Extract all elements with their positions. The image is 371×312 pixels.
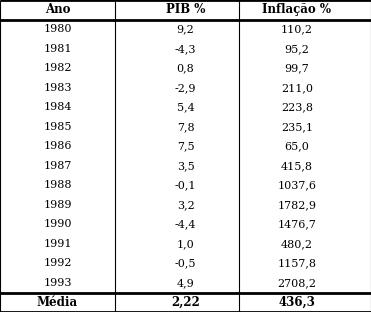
Text: 110,2: 110,2 bbox=[281, 24, 313, 34]
Text: 65,0: 65,0 bbox=[284, 141, 309, 151]
Text: 1988: 1988 bbox=[43, 180, 72, 190]
Text: 99,7: 99,7 bbox=[285, 63, 309, 73]
Text: 7,5: 7,5 bbox=[177, 141, 194, 151]
Text: 235,1: 235,1 bbox=[281, 122, 313, 132]
Text: 3,5: 3,5 bbox=[177, 161, 194, 171]
Text: 415,8: 415,8 bbox=[281, 161, 313, 171]
Text: 1980: 1980 bbox=[43, 24, 72, 34]
Text: PIB %: PIB % bbox=[166, 3, 205, 16]
Text: 1985: 1985 bbox=[43, 122, 72, 132]
Text: 223,8: 223,8 bbox=[281, 102, 313, 112]
Text: 1157,8: 1157,8 bbox=[277, 258, 316, 268]
Text: 1991: 1991 bbox=[43, 239, 72, 249]
Text: 95,2: 95,2 bbox=[284, 44, 309, 54]
Text: 436,3: 436,3 bbox=[278, 296, 315, 309]
Text: 7,8: 7,8 bbox=[177, 122, 194, 132]
Text: 1782,9: 1782,9 bbox=[277, 200, 316, 210]
Text: 1989: 1989 bbox=[43, 200, 72, 210]
Text: 211,0: 211,0 bbox=[281, 83, 313, 93]
Text: 1986: 1986 bbox=[43, 141, 72, 151]
Text: 3,2: 3,2 bbox=[177, 200, 194, 210]
Text: -4,4: -4,4 bbox=[175, 219, 196, 229]
Text: -4,3: -4,3 bbox=[175, 44, 196, 54]
Text: -0,5: -0,5 bbox=[175, 258, 196, 268]
Text: Inflação %: Inflação % bbox=[262, 3, 331, 16]
Text: Média: Média bbox=[37, 296, 78, 309]
Text: 1476,7: 1476,7 bbox=[278, 219, 316, 229]
Text: 1983: 1983 bbox=[43, 83, 72, 93]
Text: 1,0: 1,0 bbox=[177, 239, 194, 249]
Text: 4,9: 4,9 bbox=[177, 278, 194, 288]
Text: 1981: 1981 bbox=[43, 44, 72, 54]
Text: 9,2: 9,2 bbox=[177, 24, 194, 34]
Text: 1984: 1984 bbox=[43, 102, 72, 112]
Text: 1982: 1982 bbox=[43, 63, 72, 73]
Text: -2,9: -2,9 bbox=[175, 83, 196, 93]
Text: 1990: 1990 bbox=[43, 219, 72, 229]
Text: 0,8: 0,8 bbox=[177, 63, 194, 73]
Text: -0,1: -0,1 bbox=[175, 180, 196, 190]
Text: Ano: Ano bbox=[45, 3, 70, 16]
Text: 2708,2: 2708,2 bbox=[277, 278, 316, 288]
Text: 480,2: 480,2 bbox=[281, 239, 313, 249]
Text: 1037,6: 1037,6 bbox=[277, 180, 316, 190]
Text: 1987: 1987 bbox=[43, 161, 72, 171]
Text: 1992: 1992 bbox=[43, 258, 72, 268]
Text: 5,4: 5,4 bbox=[177, 102, 194, 112]
Text: 1993: 1993 bbox=[43, 278, 72, 288]
Text: 2,22: 2,22 bbox=[171, 296, 200, 309]
